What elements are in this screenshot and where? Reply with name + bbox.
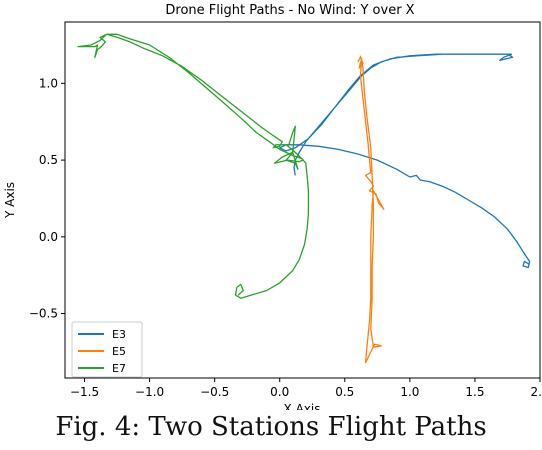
chart: Drone Flight Paths - No Wind: Y over X −… [3, 3, 542, 410]
series-line-e3 [279, 53, 531, 269]
y-axis-label: Y Axis [3, 182, 17, 219]
figure-caption: Fig. 4: Two Stations Flight Paths [55, 412, 487, 442]
series-line-e5 [357, 55, 385, 364]
y-tick-label: 0.0 [39, 230, 58, 244]
y-tick-label: 1.0 [39, 76, 58, 90]
legend-label-e7: E7 [112, 362, 126, 375]
legend-label-e3: E3 [112, 328, 126, 341]
plot-area [77, 33, 531, 364]
y-tick-label: −0.5 [29, 307, 58, 321]
legend-label-e5: E5 [112, 345, 126, 358]
series-line-e7 [77, 33, 310, 299]
x-tick-label: −1.5 [70, 385, 99, 399]
x-tick-label: 2.0 [530, 385, 542, 399]
x-axis-ticks: −1.5 −1.0 −0.5 0.0 0.5 1.0 1.5 2.0 [70, 378, 542, 399]
x-tick-label: 1.5 [465, 385, 484, 399]
chart-title: Drone Flight Paths - No Wind: Y over X [165, 3, 414, 18]
x-axis-label: X Axis [284, 402, 321, 410]
x-tick-label: −1.0 [135, 385, 164, 399]
legend: E3 E5 E7 [71, 321, 143, 378]
x-tick-label: 1.0 [400, 385, 419, 399]
y-axis-ticks: −0.5 0.0 0.5 1.0 [29, 76, 65, 321]
legend-box [71, 321, 143, 378]
x-tick-label: 0.0 [270, 385, 289, 399]
x-tick-label: 0.5 [335, 385, 354, 399]
x-tick-label: −0.5 [200, 385, 229, 399]
plot-frame [64, 21, 541, 379]
y-tick-label: 0.5 [39, 153, 58, 167]
